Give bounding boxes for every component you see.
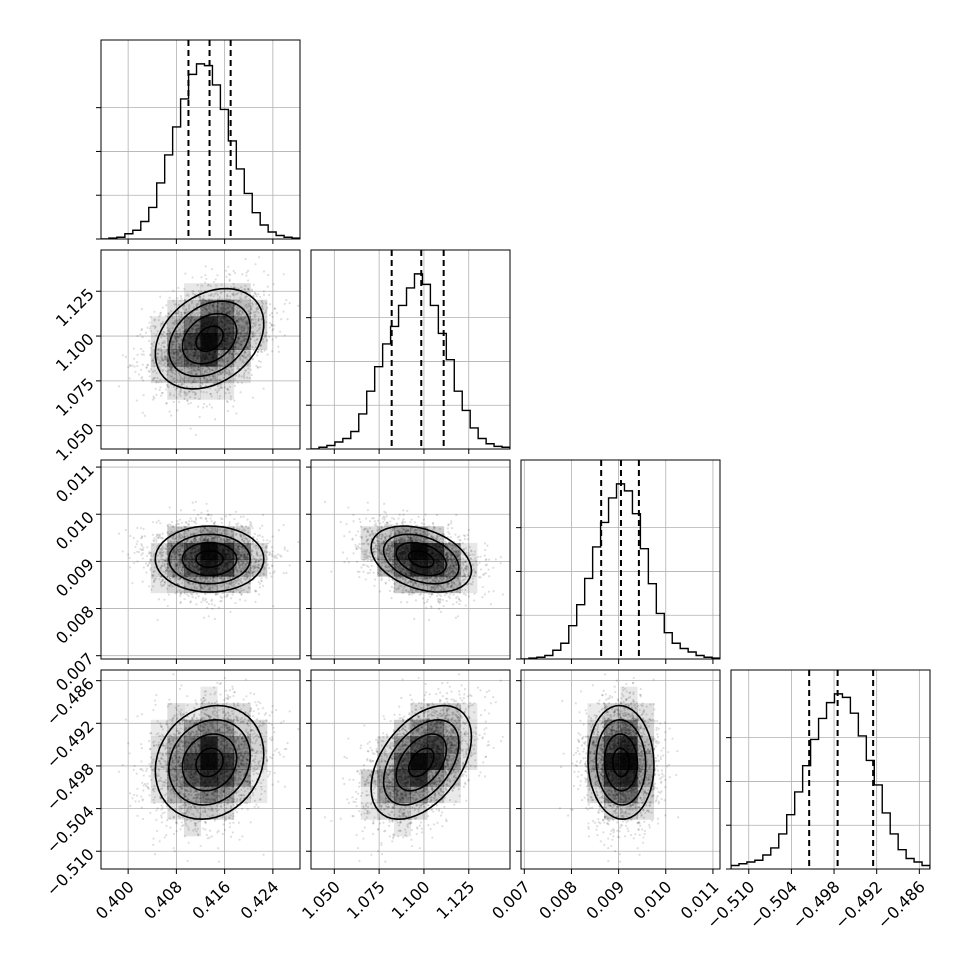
panel-frame xyxy=(730,669,931,870)
histogram-1 xyxy=(311,273,510,449)
panel-frame xyxy=(100,459,301,660)
contour-2 xyxy=(382,533,460,585)
panel-frame xyxy=(520,459,721,660)
grid xyxy=(731,670,930,869)
contour-0 xyxy=(195,325,224,353)
y-tick-label: 1.100 xyxy=(52,329,98,375)
grid xyxy=(311,250,510,449)
panel-frame xyxy=(100,669,301,870)
panel-1-1 xyxy=(306,249,511,454)
contour-3 xyxy=(370,704,473,821)
y-tick-label: 0.010 xyxy=(52,508,98,554)
density-3-2 xyxy=(558,670,680,863)
y-tick-label: 1.075 xyxy=(52,374,98,420)
contour-0 xyxy=(407,550,435,569)
contour-2 xyxy=(167,533,252,585)
density-3-1 xyxy=(323,670,504,863)
x-tick-label: 0.408 xyxy=(140,877,186,923)
contour-3 xyxy=(154,525,265,593)
panel-3-0: 0.400 0.408 0.416 0.424−0.510−0.504−0.498−0… xyxy=(42,669,301,923)
grid xyxy=(101,40,300,239)
histogram-3 xyxy=(731,693,930,869)
x-tick-label: 0.424 xyxy=(237,877,283,923)
histogram-2 xyxy=(521,483,720,659)
density-cells xyxy=(150,283,268,400)
contour-1 xyxy=(181,312,238,365)
x-tick-label: −0.486 xyxy=(874,877,929,932)
density-cells xyxy=(587,686,655,820)
x-tick-label: 0.008 xyxy=(535,877,581,923)
contour-1 xyxy=(603,733,639,792)
x-tick-label: 0.416 xyxy=(188,877,234,923)
contour-3 xyxy=(154,704,265,821)
y-tick-label: 0.008 xyxy=(52,602,98,648)
panel-frame xyxy=(100,39,301,240)
x-tick-label: 1.125 xyxy=(433,877,479,923)
x-tick-label: 1.075 xyxy=(343,877,389,923)
x-tick-label: 1.100 xyxy=(388,877,434,923)
density-1-0 xyxy=(117,256,300,437)
panel-2-2 xyxy=(516,459,721,664)
y-tick-label: 0.011 xyxy=(52,460,98,506)
y-tick-label: 1.050 xyxy=(52,419,98,465)
contour-2 xyxy=(167,718,252,806)
contour-3 xyxy=(370,525,473,593)
contour-0 xyxy=(611,747,630,778)
contour-2 xyxy=(382,718,460,806)
contour-0 xyxy=(407,747,435,778)
contour-1 xyxy=(395,733,448,792)
contour-2 xyxy=(595,718,647,806)
contour-3 xyxy=(154,287,265,390)
x-tick-label: 0.009 xyxy=(582,877,628,923)
contour-2 xyxy=(168,300,252,378)
panel-frame xyxy=(310,669,511,870)
contour-0 xyxy=(195,550,224,569)
x-tick-label: 0.400 xyxy=(92,877,138,923)
contour-1 xyxy=(181,733,238,792)
y-tick-label: 0.009 xyxy=(52,555,98,601)
y-tick-label: 1.125 xyxy=(52,285,98,331)
panel-frame xyxy=(310,249,511,450)
panel-3-3: −0.510−0.504−0.498−0.492−0.486 xyxy=(703,669,931,932)
density-2-0 xyxy=(117,500,300,622)
contour-0 xyxy=(195,747,224,778)
panel-frame xyxy=(100,249,301,450)
x-tick-label: 0.010 xyxy=(630,877,676,923)
contour-1 xyxy=(181,541,238,577)
panel-frame xyxy=(520,669,721,870)
contour-1 xyxy=(395,541,448,577)
x-tick-label: 0.007 xyxy=(488,877,534,923)
x-tick-label: 1.050 xyxy=(298,877,344,923)
panel-frame xyxy=(310,459,511,660)
contour-3 xyxy=(587,704,655,821)
grid xyxy=(311,460,510,659)
panel-2-1 xyxy=(306,459,511,664)
grid xyxy=(521,460,720,659)
density-3-0 xyxy=(117,670,300,863)
panel-0-0 xyxy=(96,39,301,244)
panel-3-2: 0.007 0.008 0.009 0.010 0.011 xyxy=(488,669,723,923)
grid xyxy=(521,670,720,869)
density-2-1 xyxy=(323,500,504,622)
histogram-0 xyxy=(101,63,300,239)
